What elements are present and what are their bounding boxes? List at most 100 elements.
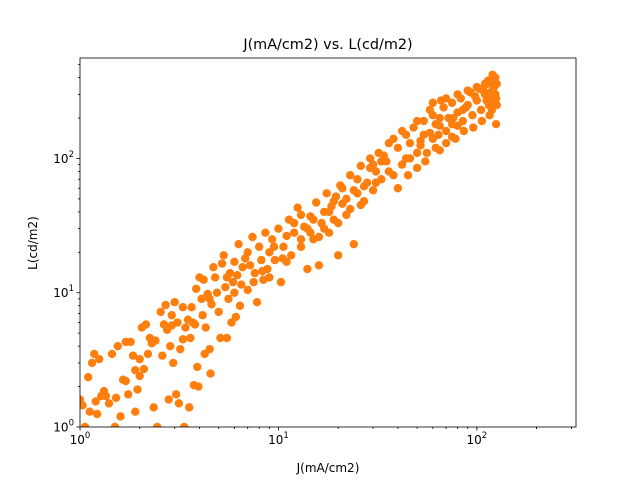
data-point xyxy=(447,98,457,107)
data-point xyxy=(346,171,355,180)
data-point xyxy=(191,284,201,293)
data-point xyxy=(101,391,111,401)
data-point xyxy=(222,273,232,282)
data-point xyxy=(282,231,291,241)
data-point xyxy=(187,303,196,312)
data-point xyxy=(431,119,440,129)
data-point xyxy=(153,422,162,427)
data-point xyxy=(205,294,214,304)
data-point xyxy=(235,301,245,310)
data-point xyxy=(149,403,158,412)
data-point xyxy=(476,105,486,115)
data-point xyxy=(193,362,202,372)
data-point xyxy=(169,358,178,368)
data-point xyxy=(255,242,264,251)
data-point xyxy=(156,307,165,317)
data-point xyxy=(224,294,233,304)
data-point xyxy=(201,323,210,332)
data-point xyxy=(216,333,225,343)
plot-frame xyxy=(79,57,577,428)
data-point xyxy=(198,311,207,320)
data-point xyxy=(135,354,144,364)
data-point xyxy=(296,235,306,244)
data-point xyxy=(205,344,214,354)
data-point xyxy=(230,288,239,297)
x-axis-label: J(mA/cm2) xyxy=(296,461,360,475)
data-point xyxy=(356,161,365,171)
data-point xyxy=(412,163,422,173)
data-point xyxy=(346,204,355,214)
data-point xyxy=(349,239,359,249)
data-point xyxy=(186,333,195,343)
data-point xyxy=(179,422,189,427)
data-point xyxy=(249,277,258,287)
data-point xyxy=(95,354,104,364)
data-point xyxy=(113,341,122,351)
data-point xyxy=(409,123,418,132)
data-point xyxy=(111,393,121,402)
data-point xyxy=(107,349,117,359)
data-point xyxy=(231,312,241,322)
data-point xyxy=(206,369,215,378)
data-point xyxy=(342,194,351,204)
data-point xyxy=(243,285,252,295)
data-point xyxy=(422,148,432,158)
data-point xyxy=(178,335,188,344)
data-point xyxy=(333,218,343,228)
data-point xyxy=(250,268,259,278)
data-point xyxy=(166,341,175,351)
data-point xyxy=(258,266,267,276)
data-point xyxy=(329,197,338,206)
data-point xyxy=(453,90,462,99)
data-point xyxy=(421,157,430,166)
data-point xyxy=(296,210,306,220)
data-point xyxy=(447,132,457,141)
data-point xyxy=(468,110,477,120)
data-point xyxy=(261,228,270,237)
data-point xyxy=(188,318,197,327)
data-point xyxy=(209,262,218,272)
data-point xyxy=(92,409,102,419)
data-point xyxy=(453,121,462,131)
data-point xyxy=(178,303,188,312)
data-point xyxy=(289,218,299,228)
data-point xyxy=(110,422,120,427)
data-point xyxy=(296,242,306,251)
data-point xyxy=(133,385,142,394)
data-point xyxy=(401,154,411,163)
data-point xyxy=(479,86,488,95)
data-point xyxy=(174,399,184,408)
data-point xyxy=(131,407,140,416)
data-point xyxy=(267,235,277,244)
data-point xyxy=(314,261,324,270)
data-point xyxy=(269,242,279,251)
x-tick-label: 100 xyxy=(70,431,91,447)
data-point xyxy=(314,232,324,242)
data-point xyxy=(234,239,243,249)
data-point xyxy=(488,70,497,79)
y-tick-label: 101 xyxy=(53,284,74,300)
data-point xyxy=(393,184,403,193)
data-point xyxy=(487,105,497,115)
data-point xyxy=(412,116,422,126)
data-point xyxy=(428,98,438,107)
data-point xyxy=(463,86,472,95)
data-point xyxy=(214,307,223,317)
data-point xyxy=(368,186,378,195)
data-point xyxy=(221,282,230,292)
data-point xyxy=(393,143,403,153)
data-point xyxy=(265,248,274,257)
data-point xyxy=(173,318,182,327)
data-point xyxy=(270,255,280,265)
data-point xyxy=(311,198,321,207)
data-point xyxy=(265,273,274,282)
x-tick-label: 101 xyxy=(268,431,289,447)
data-point xyxy=(412,148,422,158)
data-point xyxy=(324,207,334,217)
data-point xyxy=(482,96,491,105)
y-tick-label: 102 xyxy=(53,150,74,166)
data-point xyxy=(276,277,286,287)
data-point xyxy=(90,349,99,359)
data-point xyxy=(245,261,255,270)
data-point xyxy=(293,203,302,212)
